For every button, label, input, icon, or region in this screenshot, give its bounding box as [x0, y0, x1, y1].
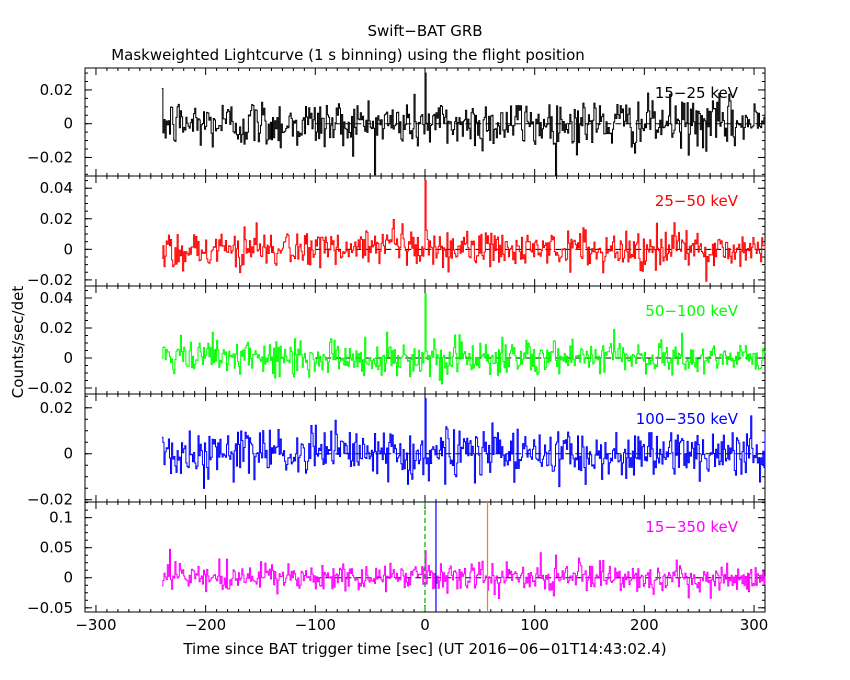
band-label: 50−100 keV	[645, 302, 738, 320]
y-tick-label: 0.02	[40, 399, 73, 417]
band-label: 15−350 keV	[645, 518, 738, 536]
panel-1: −0.02 0 0.02 15−25 keV	[27, 67, 766, 177]
x-tick-label: 300	[740, 616, 769, 634]
panel-3: −0.02 0 0.02 0.04 50−100 keV	[27, 285, 766, 397]
y-tick-label: 0.02	[40, 210, 73, 228]
series-line	[161, 548, 766, 599]
panel-5: −0.05 0 0.05 0.1 15−350 keV	[27, 501, 766, 617]
chart-subtitle: Maskweighted Lightcurve (1 s binning) us…	[111, 46, 585, 64]
y-tick-label: 0.05	[40, 539, 73, 557]
x-tick-label: −300	[75, 616, 116, 634]
x-tick-label: 200	[630, 616, 659, 634]
y-axis-label: Counts/sec/det	[9, 286, 27, 399]
y-tick-label: 0.04	[40, 179, 73, 197]
y-tick-label: 0	[63, 115, 73, 133]
chart-title: Swift−BAT GRB	[367, 22, 482, 40]
y-tick-label: 0.02	[40, 319, 73, 337]
x-tick-label: 0	[420, 616, 430, 634]
x-axis-label: Time since BAT trigger time [sec] (UT 20…	[182, 640, 666, 658]
y-tick-label: 0	[63, 569, 73, 587]
y-tick-label: 0	[63, 240, 73, 258]
band-label: 25−50 keV	[655, 192, 739, 210]
x-tick-label: −100	[295, 616, 336, 634]
panel-2: −0.02 0 0.02 0.04 25−50 keV	[27, 175, 766, 289]
band-label: 100−350 keV	[636, 410, 739, 428]
y-tick-label: 0.1	[49, 509, 73, 527]
y-tick-label: 0.02	[40, 81, 73, 99]
x-tick-label: 100	[520, 616, 549, 634]
series-line	[161, 180, 766, 282]
y-tick-label: −0.05	[27, 599, 73, 617]
y-tick-label: −0.02	[27, 271, 73, 289]
y-tick-label: 0.04	[40, 289, 73, 307]
series-line	[161, 293, 766, 385]
series-line	[161, 72, 766, 177]
y-tick-label: 0	[63, 349, 73, 367]
y-tick-label: −0.02	[27, 148, 73, 166]
panels-group: −0.02 0 0.02 15−25 keV −0.02 0 0.02 0.04 25−50 k…	[27, 67, 769, 634]
panel-4: −0.02 0 0.02 100−350 keV	[27, 393, 766, 509]
band-label: 15−25 keV	[655, 84, 739, 102]
y-tick-label: −0.02	[27, 491, 73, 509]
series-line	[161, 398, 766, 489]
x-tick-label: −200	[185, 616, 226, 634]
y-tick-label: −0.02	[27, 379, 73, 397]
y-tick-label: 0	[63, 445, 73, 463]
